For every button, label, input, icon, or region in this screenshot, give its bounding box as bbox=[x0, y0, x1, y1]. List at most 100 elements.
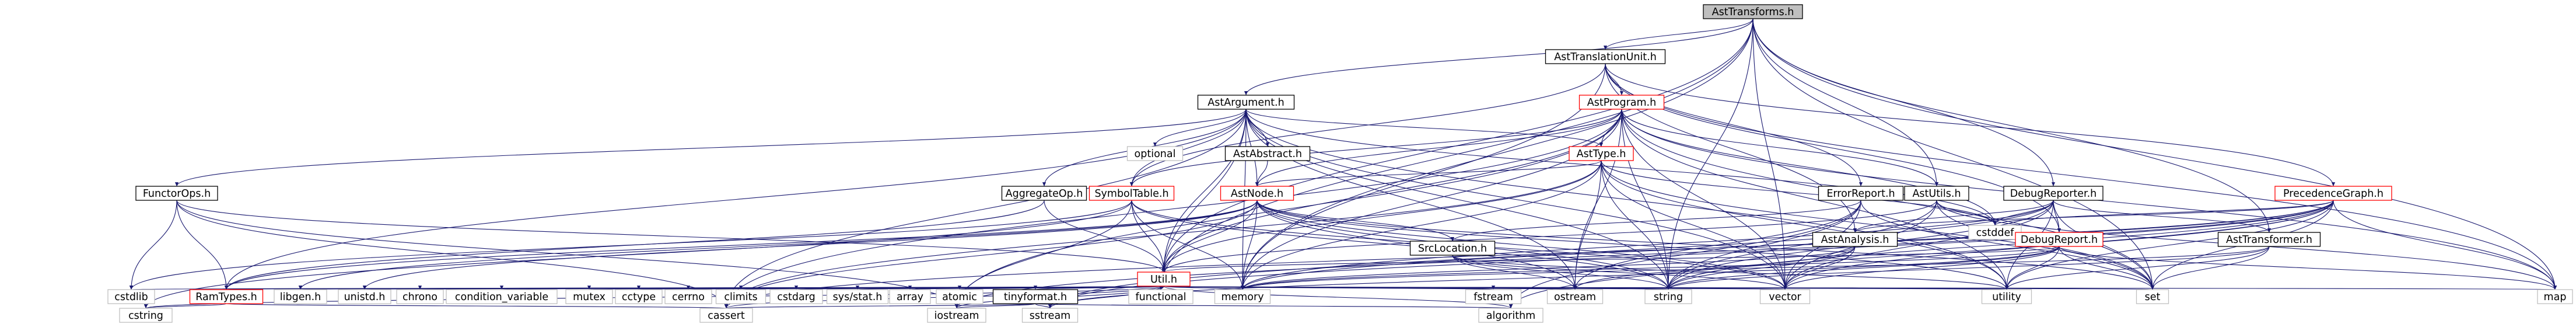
node-astprogram-h[interactable]: AstProgram.h bbox=[1578, 95, 1665, 110]
include-edge bbox=[129, 200, 177, 290]
node-box bbox=[1220, 186, 1294, 201]
node-label: AstType.h bbox=[1577, 148, 1626, 160]
include-edge bbox=[1993, 200, 2054, 226]
include-edge bbox=[1452, 255, 1577, 290]
node-asttransformer-h[interactable]: AstTransformer.h bbox=[2217, 232, 2321, 247]
node-box bbox=[135, 186, 218, 201]
node-algorithm: algorithm bbox=[1478, 308, 1544, 323]
node-label: functional bbox=[1135, 291, 1186, 303]
include-edge bbox=[2150, 246, 2270, 290]
node-cstdlib: cstdlib bbox=[107, 289, 155, 304]
header-nodes: AstTransforms.h AstTranslationUnit.h AstAr… bbox=[107, 4, 2573, 323]
node-box bbox=[1021, 308, 1079, 323]
node-astabstract-h[interactable]: AstAbstract.h bbox=[1224, 146, 1311, 161]
node-box bbox=[1981, 289, 2032, 304]
include-edge bbox=[1752, 18, 1939, 187]
node-symboltable-h[interactable]: SymbolTable.h bbox=[1088, 186, 1175, 201]
node-box bbox=[826, 289, 889, 304]
include-edge bbox=[1452, 255, 1787, 290]
include-edge bbox=[1601, 160, 1671, 290]
include-edge bbox=[1158, 18, 1754, 290]
node-errorreport-h[interactable]: ErrorReport.h bbox=[1818, 186, 1904, 201]
include-edge bbox=[724, 160, 1602, 309]
include-edge bbox=[954, 200, 1132, 309]
node-label: condition_variable bbox=[455, 291, 548, 303]
node-srclocation-h[interactable]: SrcLocation.h bbox=[1409, 241, 1496, 256]
node-box bbox=[396, 289, 444, 304]
node-astanalysis-h[interactable]: AstAnalysis.h bbox=[1812, 232, 1898, 247]
include-edge bbox=[1158, 109, 1247, 290]
include-edge bbox=[1853, 200, 2054, 233]
node-box bbox=[2537, 289, 2573, 304]
node-precedencegraph-h[interactable]: PrecedenceGraph.h bbox=[2274, 186, 2392, 201]
node-label: libgen.h bbox=[280, 291, 321, 303]
node-label: cstdarg bbox=[777, 291, 815, 303]
node-label: unistd.h bbox=[344, 291, 386, 303]
node-ramtypes-h[interactable]: RamTypes.h bbox=[189, 289, 264, 304]
node-box bbox=[1703, 4, 1803, 19]
include-edge bbox=[1860, 200, 2155, 290]
node-asttype-h[interactable]: AstType.h bbox=[1569, 146, 1634, 161]
node-box bbox=[2015, 232, 2104, 247]
include-edge bbox=[1241, 246, 2060, 290]
include-edge bbox=[1667, 246, 2270, 290]
include-edge bbox=[226, 303, 727, 309]
include-edge bbox=[1256, 200, 2008, 290]
node-box bbox=[1546, 289, 1604, 304]
node-box bbox=[715, 289, 766, 304]
include-edge bbox=[1666, 18, 1754, 290]
node-label: cstddef bbox=[1976, 227, 2015, 239]
node-util-h[interactable]: Util.h bbox=[1137, 272, 1191, 287]
include-edge bbox=[1245, 109, 1787, 290]
node-astargument-h[interactable]: AstArgument.h bbox=[1197, 95, 1295, 110]
node-box bbox=[1088, 186, 1175, 201]
node-debugreport-h[interactable]: DebugReport.h bbox=[2015, 232, 2104, 247]
node-astnode-h[interactable]: AstNode.h bbox=[1220, 186, 1294, 201]
include-edge bbox=[724, 109, 1622, 309]
include-edge bbox=[1621, 109, 1671, 290]
include-edge bbox=[1605, 63, 2557, 290]
node-label: AstAbstract.h bbox=[1233, 148, 1302, 160]
node-map: map bbox=[2537, 289, 2573, 304]
node-cstddef: cstddef bbox=[1968, 225, 2022, 240]
include-edge bbox=[1241, 246, 1856, 290]
include-edge bbox=[1993, 200, 2334, 226]
include-edge bbox=[1245, 109, 2009, 290]
node-label: utility bbox=[1992, 291, 2021, 303]
include-edge bbox=[1153, 109, 1247, 147]
include-edge bbox=[2333, 200, 2557, 290]
node-box bbox=[1478, 308, 1544, 323]
include-edge bbox=[1605, 63, 1624, 96]
include-edge bbox=[1601, 160, 1997, 226]
node-label: tinyformat.h bbox=[1004, 291, 1067, 303]
include-edge bbox=[1452, 255, 2008, 290]
include-edge bbox=[1601, 160, 2009, 290]
node-tinyformat-h[interactable]: tinyformat.h bbox=[992, 289, 1079, 304]
node-label: cstdlib bbox=[114, 291, 148, 303]
node-box bbox=[107, 289, 155, 304]
node-label: AggregateOp.h bbox=[1006, 188, 1083, 200]
node-functorops-h[interactable]: FunctorOps.h bbox=[135, 186, 218, 201]
node-astutils-h[interactable]: AstUtils.h bbox=[1904, 186, 1969, 201]
include-edge bbox=[2005, 246, 2270, 290]
node-label: PrecedenceGraph.h bbox=[2283, 188, 2384, 200]
node-climits: climits bbox=[715, 289, 766, 304]
include-edge bbox=[1752, 18, 2155, 290]
node-debugreporter-h[interactable]: DebugReporter.h bbox=[2003, 186, 2104, 201]
node-label: AstArgument.h bbox=[1208, 97, 1284, 109]
node-label: AstProgram.h bbox=[1587, 97, 1656, 109]
include-edge bbox=[1161, 160, 1602, 273]
node-box bbox=[664, 289, 712, 304]
node-cctype: cctype bbox=[615, 289, 663, 304]
node-box bbox=[1001, 186, 1087, 201]
node-cstdarg: cstdarg bbox=[769, 289, 823, 304]
node-asttranslationunit-h[interactable]: AstTranslationUnit.h bbox=[1545, 49, 1666, 64]
node-box bbox=[927, 308, 986, 323]
include-edge bbox=[1245, 109, 1603, 147]
include-edge bbox=[2059, 246, 2557, 290]
include-edge bbox=[1752, 18, 2272, 233]
node-aggregateop-h[interactable]: AggregateOp.h bbox=[1001, 186, 1087, 201]
node-label: chrono bbox=[402, 291, 438, 303]
include-edge bbox=[1162, 246, 2060, 273]
include-edge bbox=[1131, 200, 1670, 290]
